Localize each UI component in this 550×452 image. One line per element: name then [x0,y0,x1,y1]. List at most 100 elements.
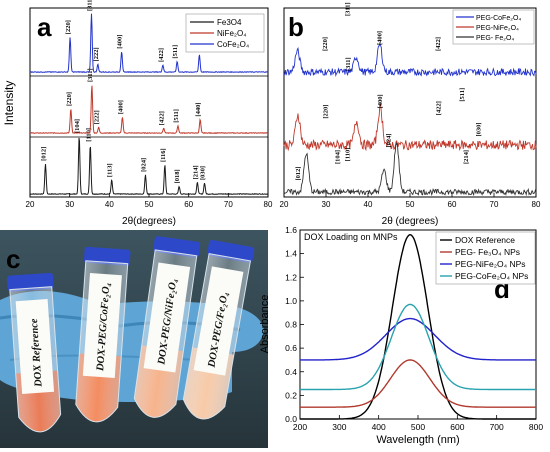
peak-label-b-peg-nife-o-2: [400] [377,94,384,108]
peak-label-a-cofe-o-4: [422] [158,48,165,62]
legend-d: DOX Reference PEG- Fe₃O₄ NPs PEG-NiFe₂O₄… [435,231,536,285]
d-y-tick-label-8: 1.6 [285,225,297,235]
legend-label-peg-cofe2o4-d: PEG-CoFe₂O₄ NPs [455,271,528,281]
a-x-tick-label-30: 30 [65,200,74,209]
d-y-tick-label-6: 1.2 [285,272,297,282]
d-x-tick-label-400: 400 [372,422,386,432]
d-y-tick-label-5: 1.0 [285,296,297,306]
peak-label-a-nife-o-0: [220] [66,92,73,106]
y-axis-label-a: Intensity [2,81,16,126]
peak-label-a-cofe-o-0: [220] [65,20,72,34]
b-x-tick-label-40: 40 [364,200,373,209]
a-x-tick-label-40: 40 [105,200,114,209]
panel-letter-b: b [288,12,304,42]
peak-label-b-peg-cofe-o-2: [400] [376,31,383,45]
tube-1: DOX Reference [7,272,62,433]
peak-label-b-peg-fe-o-2: [110] [345,148,352,162]
chart-title-d: DOX Loading on MNPs [304,232,398,242]
tube-cap [83,246,131,266]
peak-label-b-peg-fe-o-0: [012] [295,166,302,180]
legend-label-peg-nife2o4: PEG-NiFe₂O₄ [476,25,519,32]
peak-label-a-fe3o4-6: [018] [174,169,181,183]
traces-a: [012] [104] [110] [113] [024] [116] [018] [214]… [29,0,269,196]
legend-label-peg-fe3o4: PEG- Fe₃O₄ NPs [455,247,520,257]
x-ticks-d: 200 300 400 500 600 700 800 [293,415,543,432]
legend-b: PEG-CoFe₂O₄ PEG-NiFe₂O₄ PEG- Fe₂O₄ [452,9,535,45]
peak-label-b-peg-cofe-o-0: [220] [322,37,329,51]
peak-label-b-peg-fe-o-3: [024] [385,133,392,147]
peak-label-a-cofe-o-1: [311] [86,0,93,11]
legend-label-fe3o4: Fe3O4 [217,18,242,27]
legend-a: Fe3O4 NiFe₂O₄ CoFe₂O₄ [185,13,265,53]
peak-label-a-fe3o4-3: [113] [107,163,114,177]
peak-label-a-fe3o4-5: [116] [160,148,167,162]
y-ticks-d: 0.0 0.2 0.4 0.6 0.8 1.0 1.2 1.4 1.6 [285,225,304,424]
peak-label-b-peg-fe-o-5: [030] [476,122,483,136]
peak-label-b-peg-nife-o-0: [220] [322,105,329,119]
tubes: DOX Reference DOX-PEG/CoFe₂O₄ DOX-PEG/NiFe… [7,236,255,433]
x-ticks-b: 20 30 40 50 60 70 80 [280,193,541,209]
d-x-tick-label-700: 700 [490,422,504,432]
trace-d-peg-nife-o-nps [300,317,536,361]
x-axis-label-a: 2θ(degrees) [122,216,176,227]
peak-label-a-nife-o-4: [422] [159,111,166,125]
panel-c-photo: DOX Reference DOX-PEG/CoFe₂O₄ DOX-PEG/NiFe… [0,230,268,448]
peak-label-a-cofe-o-5: [511] [172,45,179,59]
peak-label-a-cofe-o-2: [222] [93,47,100,61]
peak-label-a-fe3o4-8: [030] [200,166,207,180]
legend-label-peg-cofe2o4: PEG-CoFe₂O₄ [476,15,521,22]
d-y-tick-label-2: 0.4 [285,367,297,377]
d-y-tick-label-0: 0.0 [285,414,297,424]
b-x-tick-label-70: 70 [490,200,499,209]
d-y-tick-label-4: 0.8 [285,320,297,330]
tube-2: DOX-PEG/CoFe₂O₄ [75,246,131,423]
a-x-tick-label-50: 50 [145,200,154,209]
legend-label-dox-ref: DOX Reference [455,235,515,245]
d-y-tick-label-3: 0.6 [285,343,297,353]
d-y-tick-label-1: 0.2 [285,390,297,400]
peak-label-a-nife-o-3: [400] [117,100,124,114]
legend-label-nife2o4: NiFe₂O₄ [217,29,246,38]
trace-a-cofe-o [29,13,268,74]
peak-label-a-fe3o4-1: [104] [74,119,81,133]
traces-b: [220] [311] [400] [422] [511] [220] [311] [400]… [283,2,537,197]
b-x-tick-label-30: 30 [322,200,331,209]
peak-label-b-peg-fe-o-1: [104] [334,150,341,164]
d-x-tick-label-500: 500 [411,422,425,432]
peak-label-b-peg-fe-o-4: [214] [463,150,470,164]
tube-3: DOX-PEG/NiFe₂O₄ [133,236,201,418]
legend-label-peg-fe2o4: PEG- Fe₂O₄ [476,35,514,42]
tube-label-paper [193,266,244,376]
peak-label-b-peg-nife-o-4: [511] [459,88,466,102]
panel-b: [220] [311] [400] [422] [511] [220] [311] [400]… [280,2,541,227]
d-x-tick-label-300: 300 [332,422,346,432]
legend-box-d [435,231,536,285]
legend-label-cofe2o4: CoFe₂O₄ [217,40,249,49]
a-x-tick-label-60: 60 [184,200,193,209]
a-x-tick-label-80: 80 [264,200,273,209]
peak-label-a-fe3o4-2: [110] [85,128,92,142]
d-x-tick-label-600: 600 [450,422,464,432]
d-x-tick-label-800: 800 [529,422,543,432]
x-axis-label-d: Wavelength (nm) [376,434,459,446]
panel-a: [012] [104] [110] [113] [024] [116] [018] [214]… [2,0,273,227]
panel-letter-a: a [37,12,52,42]
x-axis-label-b: 2θ (degrees) [382,216,439,227]
b-x-tick-label-50: 50 [406,200,415,209]
tube-label-paper [143,262,191,373]
peak-label-a-fe3o4-4: [024] [140,158,147,172]
peak-label-a-nife-o-1: [311] [87,68,94,82]
peak-label-a-cofe-o-3: [400] [117,35,124,49]
b-x-tick-label-80: 80 [532,200,541,209]
tube-label-paper [15,299,55,395]
legend-label-peg-nife2o4-d: PEG-NiFe₂O₄ NPs [455,259,526,269]
panel-letter-c: c [6,244,20,274]
tube-cap [7,272,54,292]
peak-label-a-fe3o4-0: [012] [40,147,47,161]
trace-b-peg-cofe-o [283,42,537,78]
a-x-tick-label-20: 20 [26,200,35,209]
b-x-tick-label-20: 20 [280,200,289,209]
d-y-tick-label-7: 1.4 [285,249,297,259]
tube-label-paper [82,273,122,378]
